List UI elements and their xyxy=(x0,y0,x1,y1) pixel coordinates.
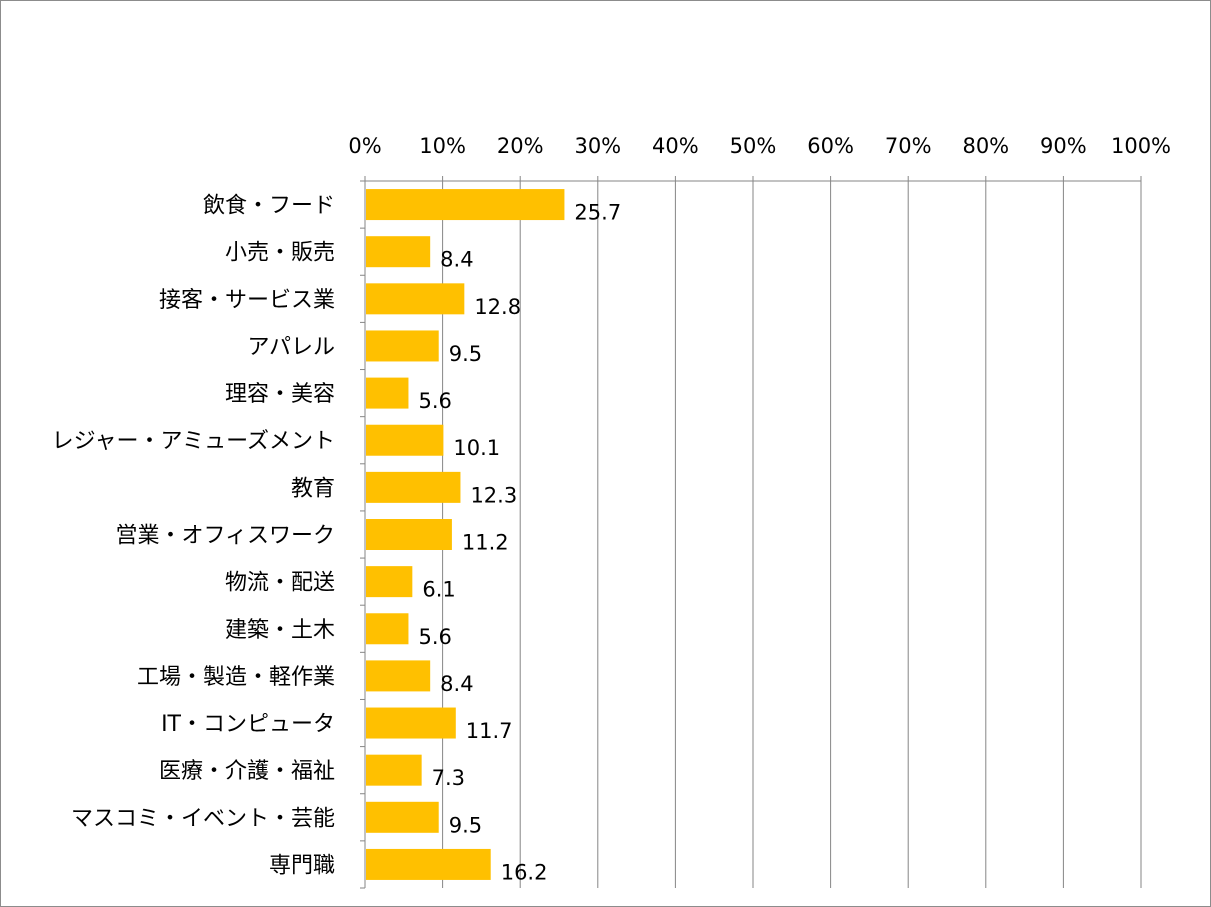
bar-14 xyxy=(366,848,491,880)
x-tick-label: 30% xyxy=(574,134,621,158)
x-tick-label: 40% xyxy=(652,134,699,158)
data-labels: 25.78.412.89.55.610.112.311.26.15.68.411… xyxy=(418,201,621,885)
bar-7 xyxy=(366,519,452,550)
category-label: 理容・美容 xyxy=(225,382,335,407)
x-tick-label: 50% xyxy=(730,134,777,158)
data-label: 11.2 xyxy=(462,531,509,555)
bar-6 xyxy=(366,471,461,503)
x-tick-label: 10% xyxy=(419,134,466,158)
x-tick-label: 20% xyxy=(497,134,544,158)
x-tick-label: 70% xyxy=(885,134,932,158)
data-label: 10.1 xyxy=(453,436,500,460)
data-label: 12.3 xyxy=(470,483,517,507)
bar-9 xyxy=(366,613,409,645)
data-label: 9.5 xyxy=(449,342,482,366)
bar-4 xyxy=(366,377,409,409)
gridlines xyxy=(442,181,1142,888)
data-label: 9.5 xyxy=(449,813,482,837)
data-label: 6.1 xyxy=(422,578,455,602)
data-label: 5.6 xyxy=(418,625,451,649)
data-label: 8.4 xyxy=(440,672,473,696)
data-label: 8.4 xyxy=(440,248,473,272)
category-label: IT・コンピュータ xyxy=(161,712,335,737)
x-tick-label: 0% xyxy=(348,134,381,158)
bar-11 xyxy=(366,707,456,739)
x-tick-labels: 0% 10% 20% 30% 40% 50% 60% 70% 80% 90% 100% xyxy=(348,134,1171,158)
bar-0 xyxy=(366,189,565,221)
data-label: 25.7 xyxy=(574,201,621,225)
category-labels: 飲食・フード小売・販売接客・サービス業アパレル理容・美容レジャー・アミューズメン… xyxy=(52,194,335,879)
data-label: 5.6 xyxy=(418,389,451,413)
category-label: 教育 xyxy=(291,476,335,501)
bars xyxy=(366,189,565,880)
category-label: 飲食・フード xyxy=(203,194,335,219)
data-label: 11.7 xyxy=(466,719,513,743)
x-tick-label: 80% xyxy=(962,134,1009,158)
category-label: 建築・土木 xyxy=(225,618,335,643)
x-tick-label: 60% xyxy=(807,134,854,158)
bar-8 xyxy=(366,566,413,598)
category-label: 小売・販売 xyxy=(225,241,335,266)
data-label: 7.3 xyxy=(432,766,465,790)
bar-12 xyxy=(366,754,422,786)
x-tick-label: 90% xyxy=(1040,134,1087,158)
category-label: 工場・製造・軽作業 xyxy=(137,665,335,690)
bar-5 xyxy=(366,424,444,456)
data-label: 16.2 xyxy=(501,860,548,884)
category-label: 営業・オフィスワーク xyxy=(115,524,335,549)
category-label: 医療・介護・福祉 xyxy=(159,759,335,784)
bar-13 xyxy=(366,801,439,833)
bar-3 xyxy=(366,330,439,362)
category-label: 接客・サービス業 xyxy=(159,288,335,313)
category-label: マスコミ・イベント・芸能 xyxy=(71,806,335,831)
category-label: アパレル xyxy=(247,335,335,360)
bar-10 xyxy=(366,660,431,692)
bar-1 xyxy=(366,236,431,268)
category-label: 専門職 xyxy=(269,853,335,878)
category-label: レジャー・アミューズメント xyxy=(52,429,335,454)
category-label: 物流・配送 xyxy=(225,571,335,596)
bar-2 xyxy=(366,283,465,315)
axes xyxy=(360,176,1142,889)
x-tick-label: 100% xyxy=(1111,134,1171,158)
data-label: 12.8 xyxy=(474,295,521,319)
